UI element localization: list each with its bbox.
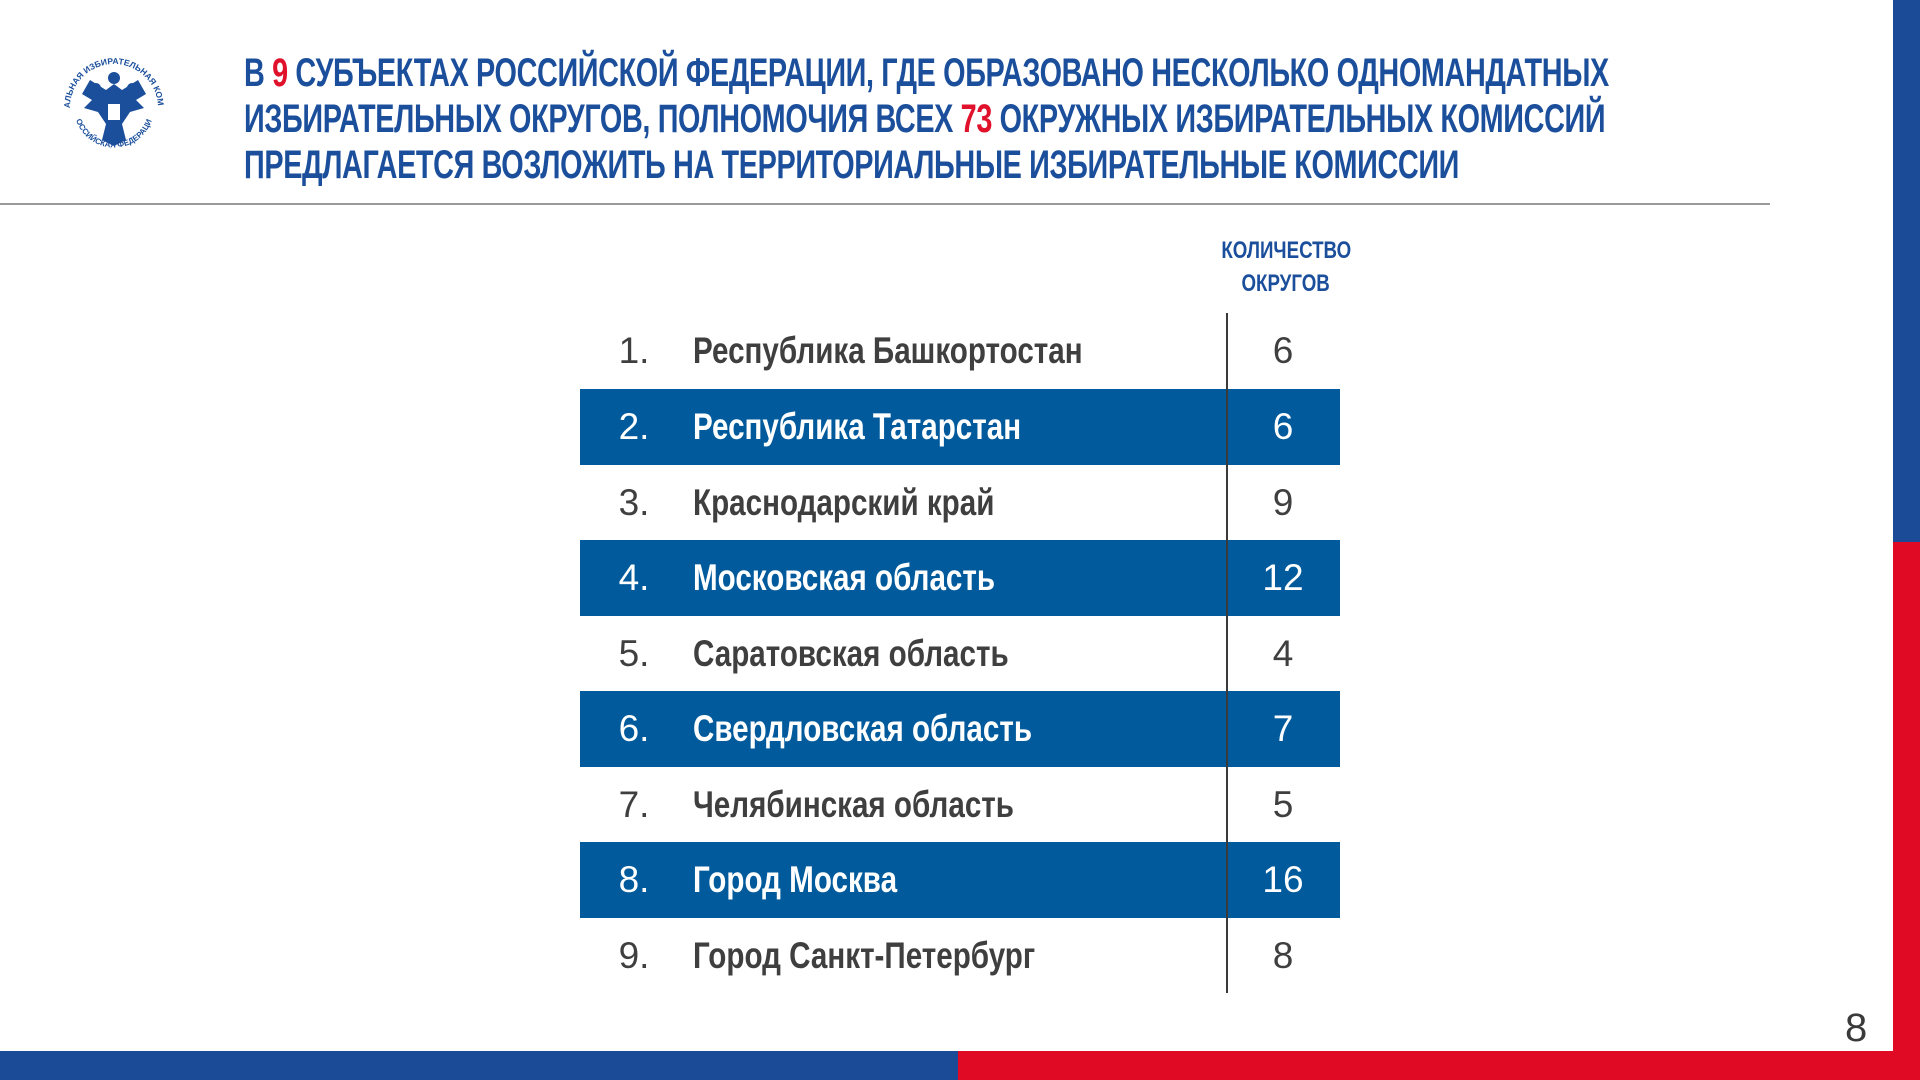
row-number: 3. (618, 482, 650, 523)
title-text: В (244, 51, 273, 95)
title-text: СУБЪЕКТАХ РОССИЙСКОЙ ФЕДЕРАЦИИ, ГДЕ ОБРА… (287, 51, 1609, 95)
table-row: 8. Город Москва 16 (580, 842, 1340, 918)
region-name: Свердловская область (693, 708, 1033, 749)
district-count: 7 (1272, 708, 1294, 749)
region-name: Московская область (693, 557, 996, 598)
row-number: 5. (618, 633, 650, 674)
table-row: 2. Республика Татарстан 6 (580, 389, 1340, 465)
row-number: 2. (618, 406, 650, 447)
table-row: 9. Город Санкт-Петербург 8 (580, 918, 1340, 994)
row-number: 8. (618, 859, 650, 900)
title-text: ИЗБИРАТЕЛЬНЫХ ОКРУГОВ, ПОЛНОМОЧИЯ ВСЕХ (244, 97, 961, 141)
region-name: Республика Татарстан (693, 406, 1022, 447)
table-row: 5. Саратовская область 4 (580, 616, 1340, 692)
table-row: 6. Свердловская область 7 (580, 691, 1340, 767)
district-count: 16 (1262, 859, 1304, 900)
row-number: 7. (618, 784, 650, 825)
footer-bar-blue (0, 1051, 958, 1080)
flag-bar-red (1893, 542, 1920, 1052)
district-count: 6 (1272, 406, 1294, 447)
title-line-3: ПРЕДЛАГАЕТСЯ ВОЗЛОЖИТЬ НА ТЕРРИТОРИАЛЬНЫ… (244, 143, 1460, 187)
page-number: 8 (1845, 1006, 1868, 1050)
district-count: 12 (1262, 557, 1304, 598)
commissions-count: 73 (960, 97, 993, 141)
subjects-count: 9 (272, 51, 288, 95)
region-name: Республика Башкортостан (693, 330, 1083, 371)
table-row: 1. Республика Башкортостан 6 (580, 313, 1340, 389)
table-row: 7. Челябинская область 5 (580, 767, 1340, 843)
column-header-line-1: КОЛИЧЕСТВО (1221, 237, 1351, 264)
table-row: 4. Московская область 12 (580, 540, 1340, 616)
table-row: 3. Краснодарский край 9 (580, 465, 1340, 541)
column-header-districts: КОЛИЧЕСТВО ОКРУГОВ (1186, 234, 1386, 300)
title-line-2: ИЗБИРАТЕЛЬНЫХ ОКРУГОВ, ПОЛНОМОЧИЯ ВСЕХ 7… (244, 96, 1606, 142)
row-number: 4. (618, 557, 650, 598)
region-name: Саратовская область (693, 633, 1009, 674)
header-divider (0, 203, 1770, 205)
region-name: Город Санкт-Петербург (693, 935, 1036, 976)
column-divider (1226, 313, 1228, 993)
district-count: 6 (1272, 330, 1294, 371)
region-name: Челябинская область (693, 784, 1014, 825)
district-count: 9 (1272, 482, 1294, 523)
footer-bar-red (958, 1051, 1920, 1080)
region-name: Город Москва (693, 859, 898, 900)
district-count: 8 (1272, 935, 1294, 976)
row-number: 6. (618, 708, 650, 749)
cec-emblem-logo: ЦЕНТРАЛЬНАЯ ИЗБИРАТЕЛЬНАЯ КОМИССИЯ РОССИ… (53, 42, 172, 166)
row-number: 9. (618, 935, 650, 976)
column-header-line-2: ОКРУГОВ (1241, 270, 1331, 297)
flag-bar-blue (1893, 0, 1920, 542)
row-number: 1. (618, 330, 650, 371)
district-count: 4 (1272, 633, 1294, 674)
region-name: Краснодарский край (693, 482, 995, 523)
district-count: 5 (1272, 784, 1294, 825)
title-line-1: В 9 СУБЪЕКТАХ РОССИЙСКОЙ ФЕДЕРАЦИИ, ГДЕ … (244, 50, 1609, 96)
title-text: ОКРУЖНЫХ ИЗБИРАТЕЛЬНЫХ КОМИССИЙ (992, 97, 1606, 141)
